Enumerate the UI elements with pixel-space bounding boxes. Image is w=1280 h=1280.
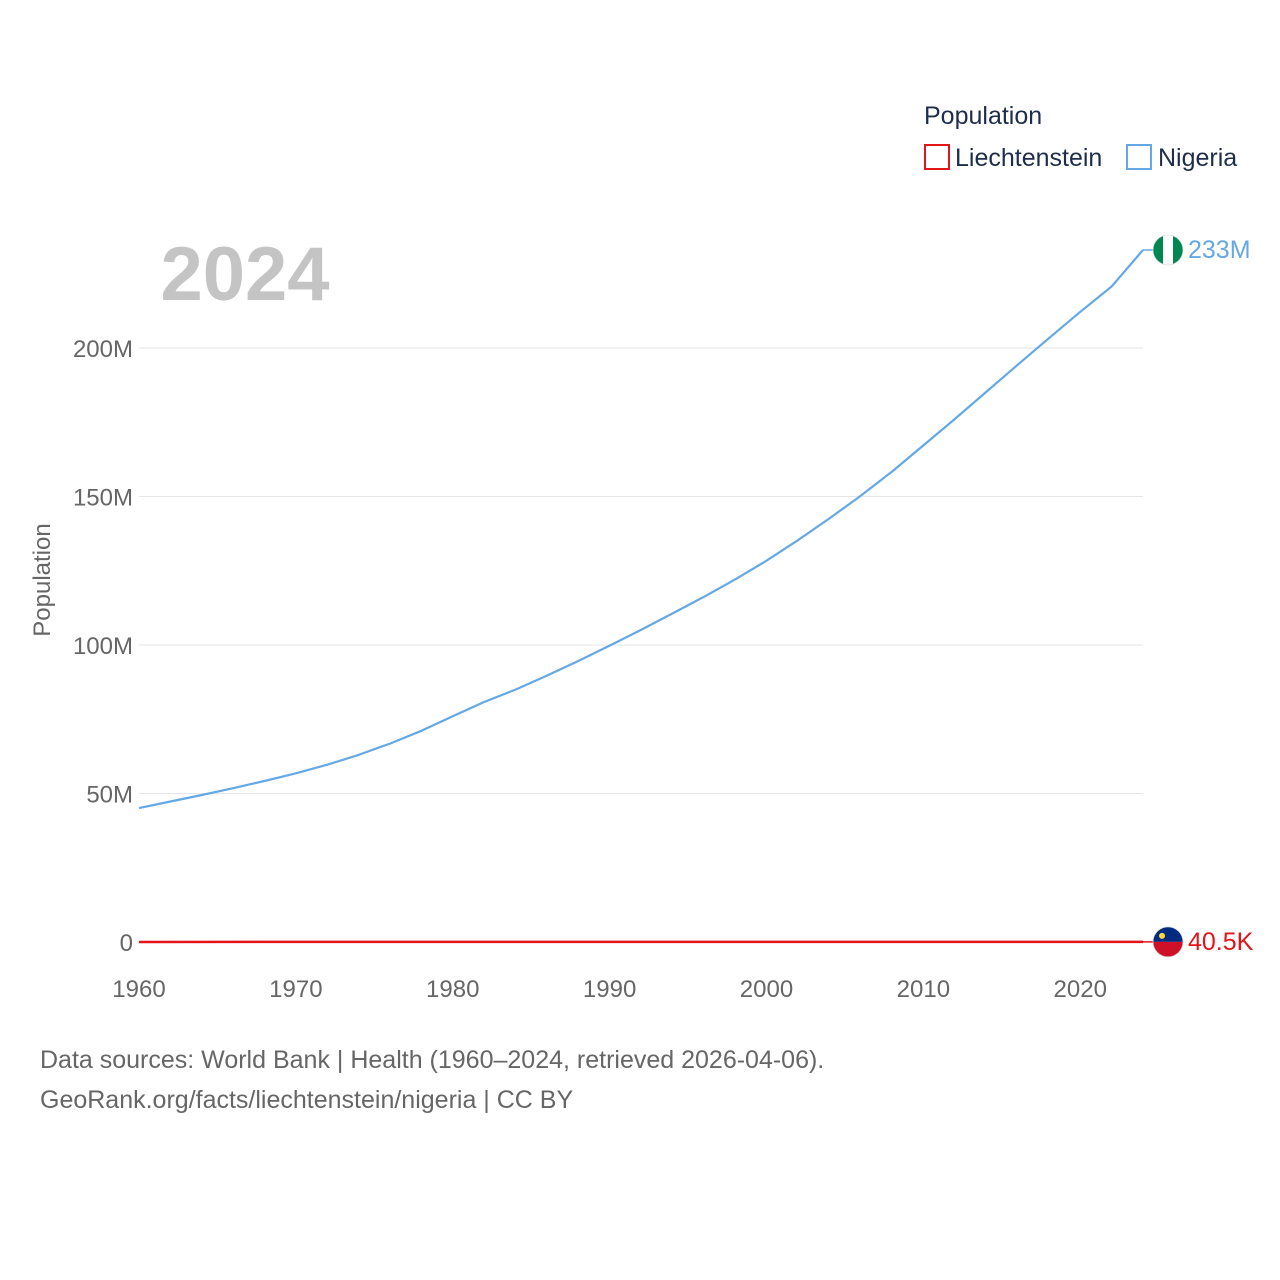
x-tick-label-1980: 1980 xyxy=(426,976,479,1003)
year-label: 2024 xyxy=(160,232,329,317)
legend-label-liechtenstein: Liechtenstein xyxy=(955,144,1102,172)
x-tick-label-1960: 1960 xyxy=(112,976,165,1003)
x-tick-label-1990: 1990 xyxy=(583,976,636,1003)
x-tick-label-2010: 2010 xyxy=(897,976,950,1003)
footer-credit[interactable]: GeoRank.org/facts/liechtenstein/nigeria … xyxy=(40,1086,574,1114)
y-tick-label-200m: 200M xyxy=(73,336,133,363)
y-tick-label-0: 0 xyxy=(120,930,133,957)
legend-item-liechtenstein[interactable]: Liechtenstein xyxy=(924,144,1102,172)
grid-lines xyxy=(139,347,1143,795)
legend: Population Liechtenstein Nigeria xyxy=(924,102,1237,172)
y-tick-label-150m: 150M xyxy=(73,485,133,512)
footer-sources: Data sources: World Bank | Health (1960–… xyxy=(40,1046,825,1074)
legend-item-nigeria[interactable]: Nigeria xyxy=(1126,144,1237,172)
legend-label-nigeria: Nigeria xyxy=(1158,144,1237,172)
series-end-markers: 40.5K 233M xyxy=(1143,234,1254,958)
legend-title: Population xyxy=(924,102,1042,130)
y-axis-ticks: 0 50M 100M 150M 200M xyxy=(73,336,133,957)
nigeria-flag-icon xyxy=(1152,234,1184,266)
y-tick-label-50m: 50M xyxy=(86,782,133,809)
liechtenstein-flag-icon xyxy=(1152,926,1184,958)
end-label-liechtenstein: 40.5K xyxy=(1188,928,1254,956)
y-axis-title: Population xyxy=(29,523,56,636)
y-tick-label-100m: 100M xyxy=(73,633,133,660)
series-line-nigeria[interactable] xyxy=(138,249,1144,810)
x-tick-label-2000: 2000 xyxy=(740,976,793,1003)
end-label-nigeria: 233M xyxy=(1188,236,1251,264)
legend-swatch-liechtenstein xyxy=(924,144,950,170)
x-tick-label-1970: 1970 xyxy=(269,976,322,1003)
x-tick-label-2020: 2020 xyxy=(1054,976,1107,1003)
x-axis-ticks: 1960 1970 1980 1990 2000 2010 2020 xyxy=(112,976,1107,1003)
series-lines xyxy=(138,249,1144,944)
legend-swatch-nigeria xyxy=(1126,144,1152,170)
